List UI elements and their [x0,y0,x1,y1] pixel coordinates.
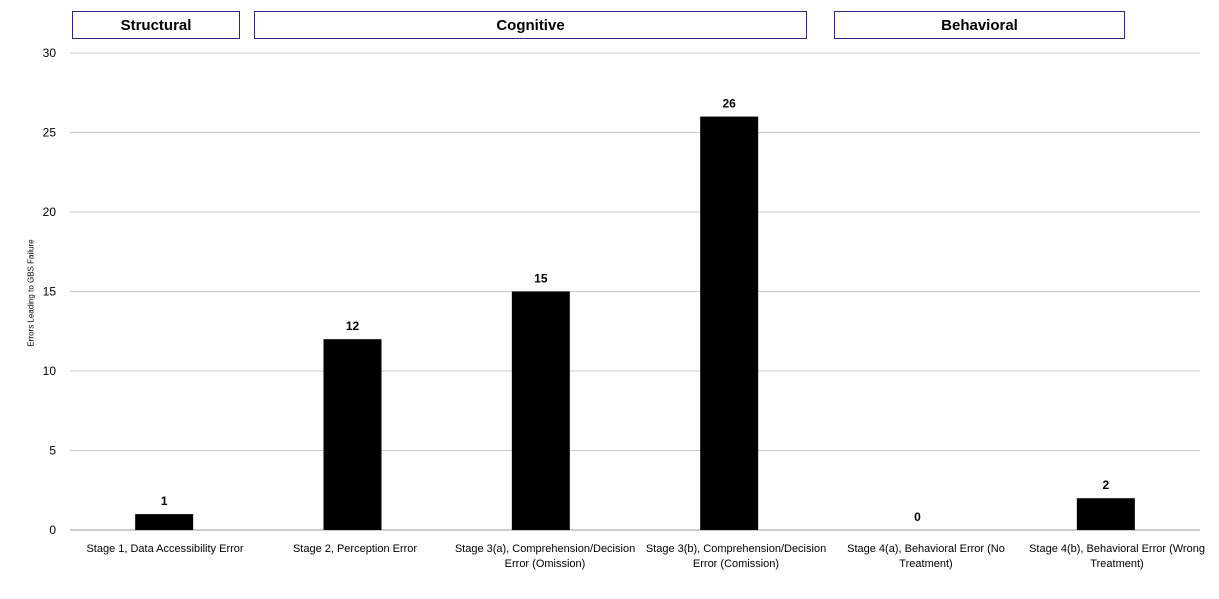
y-axis-label: Errors Leading to GBS Failure [26,239,36,347]
y-tick-label: 20 [43,205,57,219]
y-tick-label: 0 [49,523,56,537]
y-tick-label: 5 [49,444,56,458]
y-tick-label: 10 [43,364,57,378]
data-label: 26 [722,97,736,111]
data-label: 15 [534,272,548,286]
group-label-cognitive: Cognitive [254,11,807,39]
x-tick-label-stage-4a: Stage 4(a), Behavioral Error (No Treatme… [847,543,1005,570]
data-label: 1 [161,494,168,508]
bar [700,116,759,530]
bar [135,514,194,530]
bar [511,291,570,530]
x-tick-label-stage-3a: Stage 3(a), Comprehension/Decision Error… [454,543,636,570]
bar [1076,498,1135,530]
group-label-structural: Structural [72,11,240,39]
data-label: 2 [1102,478,1109,492]
x-tick-label-stage-3b: Stage 3(b), Comprehension/Decision Error… [645,543,827,570]
bar [323,339,382,530]
y-tick-label: 25 [43,126,57,140]
x-tick-label-stage-2: Stage 2, Perception Error [292,543,418,555]
data-label: 12 [346,319,360,333]
x-tick-label-stage-1: Stage 1, Data Accessibility Error [86,543,244,555]
data-label: 0 [914,510,921,524]
y-tick-label: 15 [43,285,57,299]
x-tick-label-stage-4b: Stage 4(b), Behavioral Error (Wrong Trea… [1029,543,1205,570]
group-label-behavioral: Behavioral [834,11,1125,39]
y-tick-label: 30 [43,46,57,60]
